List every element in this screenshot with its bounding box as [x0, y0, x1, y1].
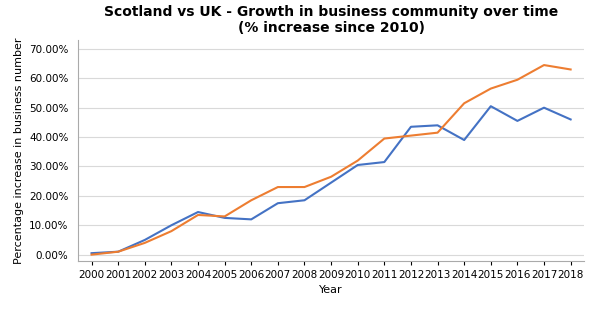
UK [221, 214, 228, 218]
Scotland [247, 217, 255, 221]
Scotland [194, 210, 202, 214]
Scotland [301, 198, 308, 202]
UK [275, 185, 282, 189]
UK [461, 101, 468, 105]
Scotland [567, 118, 574, 122]
UK [434, 131, 441, 135]
Y-axis label: Percentage increase in business number: Percentage increase in business number [14, 37, 23, 264]
Scotland [380, 160, 388, 164]
Scotland [114, 250, 122, 254]
Scotland [88, 251, 95, 255]
UK [541, 63, 548, 67]
Scotland [168, 223, 175, 227]
Scotland [354, 163, 361, 167]
UK [247, 198, 255, 202]
Scotland [541, 106, 548, 110]
UK [327, 175, 335, 179]
UK [168, 229, 175, 233]
Scotland [434, 123, 441, 127]
Legend: Scotland, UK: Scotland, UK [248, 333, 414, 334]
UK [567, 67, 574, 71]
Title: Scotland vs UK - Growth in business community over time
(% increase since 2010): Scotland vs UK - Growth in business comm… [104, 5, 558, 35]
UK [194, 213, 202, 217]
UK [408, 134, 415, 138]
Scotland [327, 181, 335, 185]
Scotland [141, 238, 149, 242]
UK [380, 137, 388, 141]
Line: UK: UK [92, 65, 571, 255]
Line: Scotland: Scotland [92, 106, 571, 253]
Scotland [221, 216, 228, 220]
UK [114, 250, 122, 254]
UK [354, 159, 361, 163]
UK [88, 253, 95, 257]
Scotland [408, 125, 415, 129]
Scotland [514, 119, 521, 123]
Scotland [461, 138, 468, 142]
UK [487, 87, 494, 91]
Scotland [487, 104, 494, 108]
UK [301, 185, 308, 189]
UK [514, 78, 521, 82]
X-axis label: Year: Year [319, 285, 343, 295]
Scotland [275, 201, 282, 205]
UK [141, 241, 149, 245]
